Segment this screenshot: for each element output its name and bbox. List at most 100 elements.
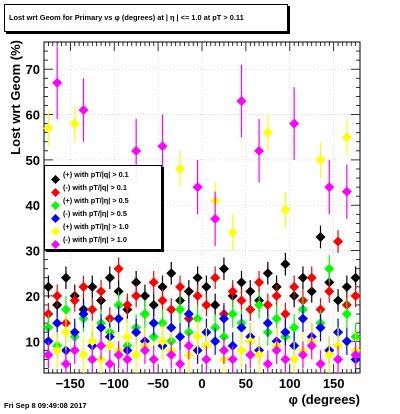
data-point	[69, 327, 80, 338]
data-point	[271, 313, 282, 324]
data-point	[254, 349, 265, 360]
data-point	[52, 345, 63, 356]
data-point	[201, 281, 212, 292]
data-point	[280, 204, 291, 215]
data-point	[324, 286, 335, 297]
legend-label: (-) with pT/|η| > 1.0	[63, 235, 127, 244]
data-point	[324, 182, 335, 193]
data-point	[175, 331, 186, 342]
data-point	[175, 281, 186, 292]
data-point	[280, 259, 291, 270]
data-point	[183, 309, 194, 320]
x-tick-label: 100	[279, 376, 301, 391]
data-point	[43, 349, 54, 360]
data-point	[113, 313, 124, 324]
legend-marker-icon	[51, 197, 60, 210]
data-point	[60, 358, 71, 369]
data-point	[139, 290, 150, 301]
data-point	[315, 358, 326, 369]
legend-marker-icon	[51, 184, 60, 197]
x-tick-label: −50	[147, 376, 169, 391]
data-point	[262, 268, 273, 279]
data-point	[333, 354, 344, 365]
data-point	[175, 304, 186, 315]
data-point	[113, 263, 124, 274]
data-point	[341, 309, 352, 320]
data-point	[201, 354, 212, 365]
x-tick-label: 50	[239, 376, 253, 391]
data-point	[122, 299, 133, 310]
data-point	[333, 295, 344, 306]
data-point	[131, 349, 142, 360]
data-point	[78, 349, 89, 360]
legend-entry: (-) with pT/|η| > 1.0	[45, 234, 161, 249]
data-point	[131, 277, 142, 288]
legend: (+) with pT/|q| > 0.1 (-) with pT/|q| > 0…	[44, 165, 162, 250]
data-point	[87, 304, 98, 315]
y-tick-label: 30	[26, 244, 40, 259]
y-tick-label: 10	[26, 334, 40, 349]
data-point	[350, 349, 361, 360]
data-point	[254, 277, 265, 288]
data-point	[324, 349, 335, 360]
data-point	[262, 127, 273, 138]
data-point	[43, 281, 54, 292]
data-point	[280, 327, 291, 338]
y-tick-label: 60	[26, 108, 40, 123]
data-point	[245, 286, 256, 297]
chart-title: Lost wrt Geom for Primary vs φ (degrees)…	[9, 13, 244, 22]
data-point	[315, 231, 326, 242]
data-point	[69, 295, 80, 306]
legend-entry: (-) with pT/|η| > 0.5	[45, 208, 161, 223]
data-point	[289, 118, 300, 129]
data-point	[69, 118, 80, 129]
data-marks	[43, 46, 361, 373]
x-axis-label: φ (degrees)	[289, 392, 360, 407]
data-point	[104, 272, 115, 283]
data-point	[157, 141, 168, 152]
legend-marker-icon	[51, 236, 60, 249]
data-point	[236, 295, 247, 306]
data-point	[52, 318, 63, 329]
legend-label: (+) with pT/|q| > 0.1	[63, 170, 129, 179]
data-point	[271, 290, 282, 301]
y-tick-label: 70	[26, 62, 40, 77]
data-point	[157, 295, 168, 306]
data-point	[148, 354, 159, 365]
data-point	[166, 322, 177, 333]
data-point	[227, 309, 238, 320]
data-point	[254, 145, 265, 156]
data-point	[324, 263, 335, 274]
y-tick-label: 40	[26, 198, 40, 213]
data-point	[227, 354, 238, 365]
data-point	[227, 286, 238, 297]
data-point	[52, 77, 63, 88]
data-point	[236, 322, 247, 333]
data-point	[43, 123, 54, 134]
x-tick-label: 0	[198, 376, 205, 391]
data-point	[341, 281, 352, 292]
data-point	[315, 154, 326, 165]
data-point	[96, 340, 107, 351]
data-point	[104, 340, 115, 351]
data-point	[350, 290, 361, 301]
data-point	[183, 340, 194, 351]
data-point	[236, 95, 247, 106]
data-point	[157, 336, 168, 347]
data-point	[218, 263, 229, 274]
data-point	[166, 268, 177, 279]
data-point	[289, 281, 300, 292]
data-point	[166, 349, 177, 360]
data-point	[254, 299, 265, 310]
data-point	[139, 309, 150, 320]
timestamp-footer: Fri Sep 8 09:49:08 2017	[4, 401, 87, 410]
data-point	[341, 186, 352, 197]
data-point	[78, 281, 89, 292]
legend-entry: (+) with pT/|q| > 0.1	[45, 169, 161, 184]
data-point	[148, 318, 159, 329]
data-point	[297, 349, 308, 360]
legend-marker-icon	[51, 171, 60, 184]
data-point	[201, 299, 212, 310]
data-point	[333, 236, 344, 247]
data-point	[315, 322, 326, 333]
